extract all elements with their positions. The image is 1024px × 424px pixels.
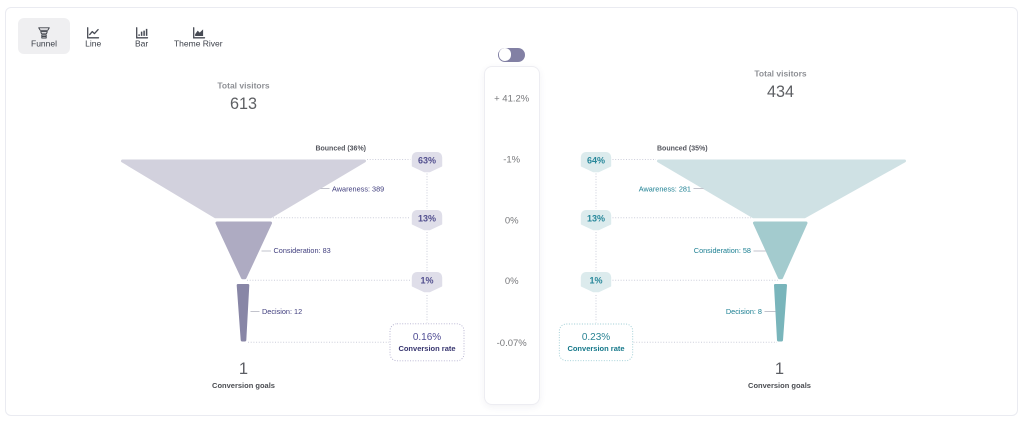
svg-text:Conversion goals: Conversion goals — [212, 381, 275, 390]
svg-text:Funnel: Funnel — [31, 38, 57, 48]
svg-text:Consideration: 58: Consideration: 58 — [694, 246, 751, 255]
svg-text:63%: 63% — [418, 155, 436, 165]
svg-text:0%: 0% — [505, 276, 519, 287]
svg-text:Total visitors: Total visitors — [754, 69, 807, 79]
svg-text:Decision: 12: Decision: 12 — [262, 307, 302, 316]
svg-text:-1%: -1% — [503, 154, 520, 165]
svg-text:613: 613 — [230, 95, 257, 113]
svg-text:13%: 13% — [587, 213, 605, 223]
svg-text:0.23%: 0.23% — [582, 332, 610, 343]
svg-text:1: 1 — [775, 360, 784, 378]
svg-text:Bounced (35%): Bounced (35%) — [657, 145, 708, 152]
svg-text:1%: 1% — [589, 275, 602, 285]
svg-text:Total visitors: Total visitors — [217, 81, 270, 91]
svg-text:1%: 1% — [420, 275, 433, 285]
svg-text:1: 1 — [239, 360, 248, 378]
svg-text:0.16%: 0.16% — [413, 332, 441, 343]
svg-text:Awareness: 389: Awareness: 389 — [332, 184, 384, 193]
svg-text:Conversion rate: Conversion rate — [398, 344, 455, 353]
svg-text:Bounced (36%): Bounced (36%) — [315, 145, 366, 152]
svg-text:64%: 64% — [587, 155, 605, 165]
svg-text:Consideration: 83: Consideration: 83 — [274, 246, 331, 255]
svg-text:434: 434 — [767, 83, 794, 101]
svg-text:Theme River: Theme River — [174, 38, 223, 48]
svg-text:Conversion goals: Conversion goals — [748, 381, 811, 390]
svg-text:Line: Line — [85, 38, 101, 48]
svg-text:Bar: Bar — [135, 38, 148, 48]
svg-text:0%: 0% — [505, 216, 519, 227]
svg-text:+ 41.2%: + 41.2% — [494, 93, 530, 104]
svg-text:-0.07%: -0.07% — [497, 338, 528, 349]
svg-text:13%: 13% — [418, 213, 436, 223]
svg-text:Decision: 8: Decision: 8 — [726, 307, 762, 316]
svg-text:Awareness: 281: Awareness: 281 — [639, 184, 691, 193]
svg-text:Conversion rate: Conversion rate — [567, 344, 624, 353]
